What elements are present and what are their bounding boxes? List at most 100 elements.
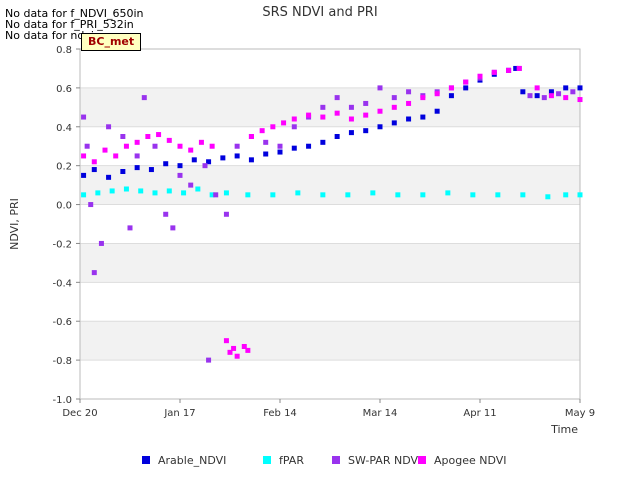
data-point [270, 192, 276, 198]
data-point [541, 95, 547, 101]
data-point [234, 153, 240, 159]
data-point [495, 192, 501, 198]
data-point [163, 211, 169, 217]
data-point [241, 344, 247, 349]
data-point [506, 67, 512, 73]
series-fpar [81, 186, 583, 200]
data-point [223, 338, 229, 344]
data-point [477, 73, 483, 79]
data-point [263, 151, 269, 157]
data-point [98, 240, 104, 246]
legend-label: Apogee NDVI [434, 454, 507, 467]
plot-band [80, 87, 580, 127]
x-axis: Dec 20 Jan 17 Feb 14 Mar 14 Apr 11 May 9 [62, 399, 595, 419]
series-apogee-ndvi [81, 65, 583, 359]
data-point [348, 130, 354, 136]
data-point [534, 93, 540, 99]
data-point [81, 153, 87, 159]
data-point [527, 93, 533, 99]
data-point [81, 114, 87, 120]
legend-item: Arable_NDVI [142, 454, 226, 467]
data-point [234, 143, 240, 149]
data-point [391, 95, 397, 101]
data-point [195, 186, 201, 192]
data-point [345, 192, 351, 198]
data-point [377, 85, 383, 91]
data-point [134, 153, 140, 159]
data-point [127, 225, 133, 231]
data-point [377, 108, 383, 114]
no-data-message: No data for ndvi [5, 29, 94, 42]
data-point [166, 137, 172, 143]
x-tick-label: Apr 11 [463, 408, 496, 419]
data-point [198, 139, 204, 145]
data-point [406, 89, 412, 95]
data-point [188, 182, 194, 188]
x-tick-label: Jan 17 [163, 408, 195, 419]
data-point [95, 190, 101, 196]
data-point [395, 192, 401, 198]
data-point [463, 79, 469, 85]
data-point [291, 145, 297, 151]
data-point [170, 225, 176, 231]
data-point [91, 159, 97, 165]
y-tick-label: 0.4 [56, 123, 72, 134]
x-tick-label: Dec 20 [62, 408, 97, 419]
data-point [534, 85, 540, 91]
data-point [348, 104, 354, 110]
data-point [291, 116, 297, 122]
data-point [102, 147, 108, 153]
data-point [166, 188, 172, 194]
data-point [291, 124, 297, 130]
no-data-message: No data for f_NDVI_650in [5, 7, 144, 20]
data-point [106, 124, 112, 130]
data-point [563, 85, 569, 91]
data-point [123, 143, 129, 149]
data-point [370, 190, 376, 196]
legend-item: SW-PAR NDVI [332, 454, 421, 467]
data-point [177, 163, 183, 169]
data-point [570, 89, 576, 95]
data-points [81, 65, 583, 363]
legend-swatch [418, 456, 426, 464]
data-point [84, 143, 90, 149]
site-badge: BC_met [81, 33, 142, 51]
data-point [106, 174, 112, 180]
legend-swatch [263, 456, 271, 464]
data-point [227, 349, 233, 355]
data-point [548, 89, 554, 95]
data-point [320, 139, 326, 145]
data-point [445, 190, 451, 196]
data-point [334, 134, 340, 139]
data-point [209, 143, 215, 149]
data-point [420, 192, 426, 198]
y-axis: -1.0 -0.8 -0.6 -0.4 -0.2 0.0 0.2 0.4 0.6 0.8 [52, 45, 80, 406]
data-point [520, 89, 526, 95]
y-tick-label: -0.4 [52, 278, 72, 289]
legend-item: fPAR [263, 454, 304, 467]
data-point [391, 104, 397, 110]
data-point [281, 120, 287, 126]
data-point [177, 143, 183, 149]
data-point [513, 65, 519, 71]
plot-bands [80, 87, 580, 361]
data-point [295, 190, 301, 196]
y-tick-label: -0.6 [52, 317, 72, 328]
data-point [148, 167, 154, 173]
data-point [516, 65, 522, 71]
data-point [420, 95, 426, 101]
data-point [109, 188, 115, 194]
y-tick-label: -1.0 [52, 395, 72, 406]
legend-swatch [142, 456, 150, 464]
y-axis-label: NDVI, PRI [8, 198, 21, 250]
data-point [434, 91, 440, 97]
legend-label: Arable_NDVI [158, 454, 226, 467]
data-point [223, 190, 229, 196]
plot-band [80, 321, 580, 361]
data-point [91, 167, 97, 173]
data-point [120, 134, 126, 139]
data-point [181, 190, 187, 196]
y-tick-label: -0.2 [52, 239, 72, 250]
data-point [391, 120, 397, 126]
